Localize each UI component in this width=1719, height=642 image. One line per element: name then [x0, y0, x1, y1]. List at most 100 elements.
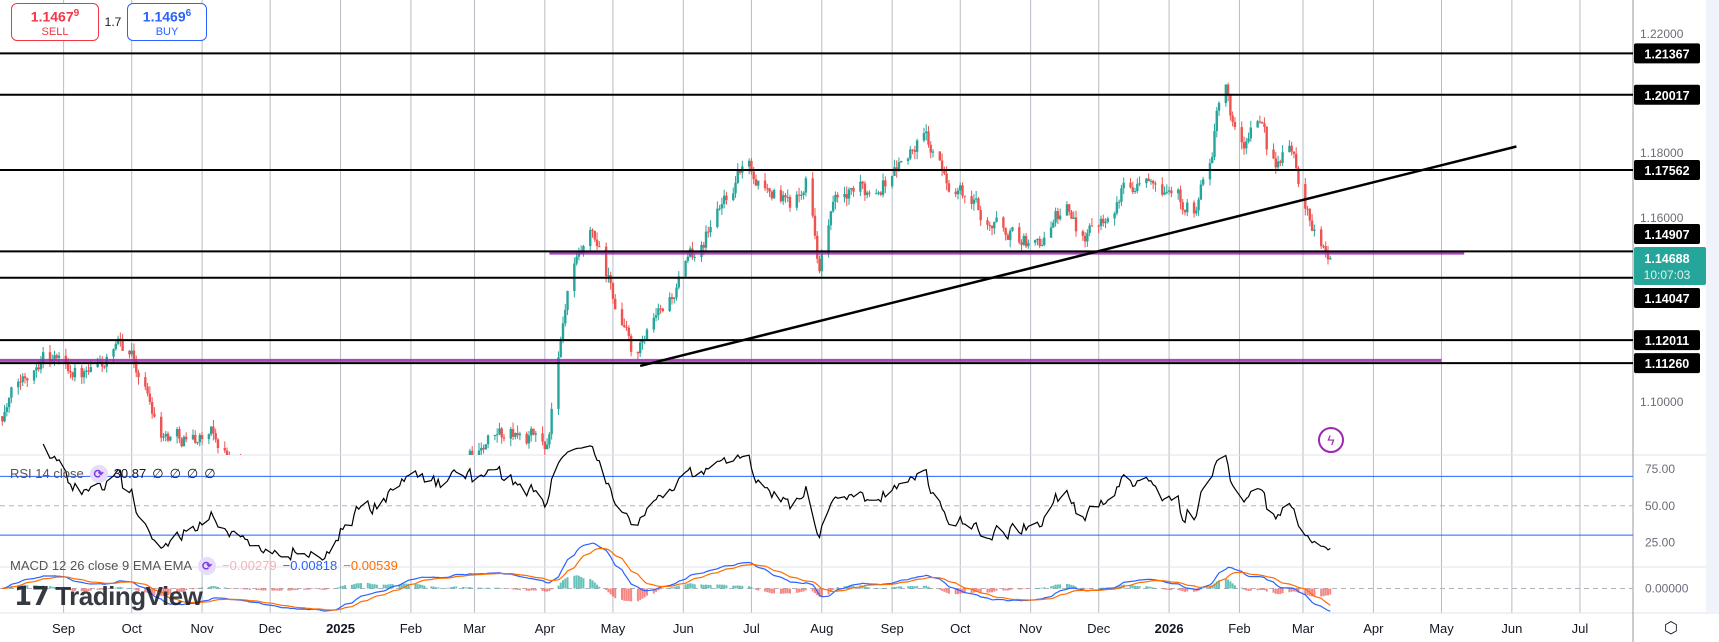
macd-histogram-bar	[668, 587, 671, 589]
lightning-icon[interactable]: ϟ	[1318, 427, 1344, 453]
macd-histogram-bar	[541, 588, 544, 591]
price-level-label: 1.17562	[1644, 164, 1689, 178]
macd-histogram-bar	[514, 588, 517, 590]
price-scale-scrollbar[interactable]	[1706, 0, 1719, 613]
candle-body	[405, 507, 407, 516]
candle-body	[1176, 189, 1180, 194]
macd-histogram-bar	[264, 588, 267, 591]
price-level-label-bg	[1634, 353, 1700, 374]
buy-price: 1.1469	[142, 8, 186, 25]
price-level-label: 1.21367	[1644, 47, 1689, 61]
macd-histogram-bar	[691, 583, 694, 589]
candle-body	[732, 193, 735, 201]
rsi-legend[interactable]: RSI 14 close ⟳ 30.87 ∅ ∅ ∅ ∅	[10, 465, 216, 483]
macd-histogram-bar	[811, 588, 814, 592]
macd-histogram-bar	[804, 588, 807, 591]
candle-body	[763, 180, 767, 189]
candle-body	[212, 426, 215, 434]
macd-histogram-bar	[1038, 587, 1041, 589]
macd-histogram-bar	[900, 586, 903, 589]
candle-body	[577, 253, 581, 257]
candle-body	[100, 362, 104, 367]
macd-histogram-bar	[1006, 588, 1009, 591]
candle-body	[233, 460, 235, 461]
macd-histogram-bar	[1025, 588, 1028, 589]
candle-body	[845, 194, 848, 199]
macd-histogram-bar	[151, 588, 154, 595]
candle-body	[260, 488, 262, 500]
macd-histogram-bar	[909, 585, 912, 589]
macd-histogram-bar	[786, 588, 789, 594]
candle-body	[150, 401, 154, 414]
candle-body	[335, 578, 337, 587]
candle-body	[754, 179, 758, 186]
candle-body	[1117, 201, 1121, 203]
candle-body	[1274, 158, 1277, 168]
macd-histogram-bar	[1002, 588, 1005, 591]
candle-body	[455, 463, 457, 465]
macd-histogram-bar	[355, 583, 358, 589]
candle-body	[1215, 110, 1218, 132]
macd-histogram-bar	[820, 588, 823, 597]
macd-histogram-bar	[834, 588, 837, 589]
candle-body	[915, 140, 919, 152]
macd-histogram-bar	[241, 588, 244, 590]
macd-signal-value: −0.00539	[343, 558, 398, 573]
macd-histogram-bar	[843, 586, 846, 589]
macd-histogram-bar	[636, 588, 639, 602]
macd-histogram-bar	[398, 584, 401, 589]
candle-body	[786, 197, 789, 199]
macd-histogram-bar	[598, 586, 601, 589]
candle-body	[10, 387, 13, 398]
macd-histogram-bar	[1088, 588, 1091, 589]
macd-histogram-bar	[1324, 588, 1327, 596]
macd-histogram-bar	[207, 586, 210, 589]
macd-histogram-bar	[929, 587, 932, 589]
spread-value: 1.7	[104, 15, 122, 29]
candle-body	[831, 201, 835, 212]
macd-histogram-bar	[480, 587, 483, 589]
macd-histogram-bar	[255, 588, 258, 591]
macd-histogram-bar	[357, 583, 360, 589]
macd-histogram-bar	[1306, 588, 1309, 596]
macd-histogram-bar	[257, 588, 260, 590]
candle-body	[1306, 208, 1309, 210]
macd-histogram-bar	[53, 586, 56, 589]
macd-histogram-bar	[1056, 584, 1059, 589]
settings-icon[interactable]: ⬡	[1664, 620, 1678, 637]
refresh-icon[interactable]: ⟳	[89, 465, 108, 483]
candle-body	[132, 350, 136, 362]
buy-button[interactable]: 1.14696 BUY	[127, 3, 207, 41]
macd-histogram-bar	[548, 588, 551, 592]
candle-body	[875, 193, 878, 195]
candle-body	[39, 363, 43, 370]
candle-body	[289, 532, 291, 542]
macd-histogram-bar	[884, 588, 887, 589]
candle-body	[623, 325, 626, 327]
candle-body	[414, 497, 416, 506]
candle-body	[620, 309, 624, 326]
candle-body	[1022, 235, 1026, 245]
candle-body	[7, 397, 11, 408]
tradingview-logo[interactable]: 𝟭𝟳 TradingView	[14, 581, 203, 611]
time-axis-label: 2025	[326, 621, 355, 636]
macd-histogram-bar	[321, 588, 324, 590]
candle-body	[164, 433, 167, 437]
candle-body	[178, 429, 181, 439]
macd-legend[interactable]: MACD 12 26 close 9 EMA EMA ⟳ −0.00279 −0…	[10, 557, 398, 575]
refresh-icon[interactable]: ⟳	[198, 557, 217, 575]
macd-histogram-bar	[1199, 588, 1202, 590]
candle-body	[604, 246, 608, 277]
macd-histogram-bar	[42, 585, 45, 589]
candle-body	[296, 546, 298, 551]
sell-button[interactable]: 1.14679 SELL	[11, 3, 99, 41]
macd-histogram-bar	[1247, 588, 1250, 592]
candle-body	[988, 224, 991, 226]
candle-body	[89, 367, 93, 372]
time-axis-label: Nov	[191, 621, 215, 636]
macd-histogram-bar	[1134, 585, 1137, 589]
candle-body	[135, 361, 138, 373]
candle-body	[421, 495, 423, 498]
rsi-axis-label: 50.00	[1645, 499, 1675, 513]
